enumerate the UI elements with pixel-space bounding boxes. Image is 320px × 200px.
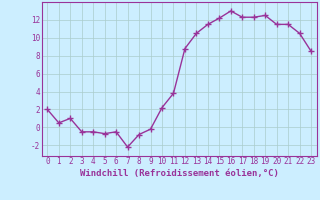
X-axis label: Windchill (Refroidissement éolien,°C): Windchill (Refroidissement éolien,°C): [80, 169, 279, 178]
